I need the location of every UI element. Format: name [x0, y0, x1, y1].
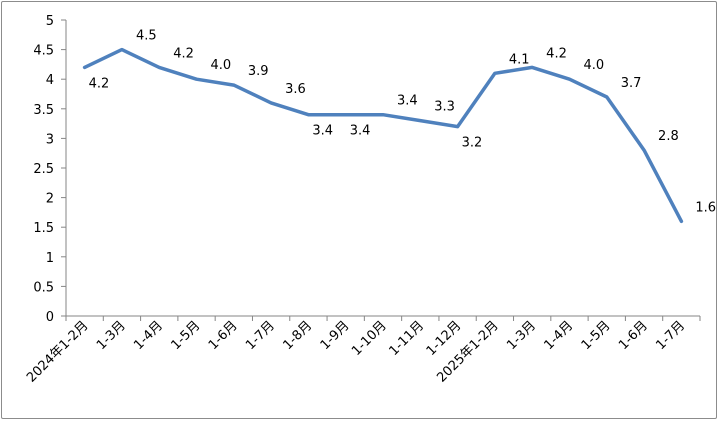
data-label: 3.4 [397, 94, 418, 109]
series [82, 47, 684, 224]
data-label: 3.6 [285, 82, 306, 97]
y-tick-label: 2 [46, 192, 54, 207]
y-tick-label: 3.5 [33, 103, 54, 118]
x-tick-label: 1-8月 [280, 318, 315, 353]
data-label: 3.4 [312, 124, 333, 139]
x-tick-label: 1-6月 [206, 318, 241, 353]
data-label: 4.0 [211, 58, 232, 73]
x-tick-label: 1-4月 [131, 318, 166, 353]
x-tick-label: 2024年1-2月 [24, 318, 91, 385]
axes [65, 20, 700, 317]
data-label: 4.2 [173, 46, 194, 61]
data-label: 2.8 [658, 129, 679, 144]
y-tick-label: 3 [46, 132, 54, 147]
y-tick-label: 0 [46, 310, 54, 325]
y-tick-label: 4.5 [33, 44, 54, 59]
x-tick-label: 1-5月 [169, 318, 204, 353]
data-label: 4.1 [509, 52, 530, 67]
x-tick-label: 1-10月 [349, 318, 390, 359]
data-label: 3.4 [350, 124, 371, 139]
series-line [82, 47, 684, 224]
data-label: 3.3 [434, 100, 455, 115]
x-tick-label: 1-5月 [579, 318, 614, 353]
data-label: 3.2 [462, 136, 483, 151]
y-tick-label: 0.5 [33, 280, 54, 295]
data-label: 4.2 [546, 46, 567, 61]
x-tick-label: 1-3月 [94, 318, 129, 353]
x-tick-label: 1-6月 [616, 318, 651, 353]
x-tick-label: 1-11月 [386, 318, 427, 359]
data-label: 1.6 [695, 200, 716, 215]
y-tick-label: 1 [46, 251, 54, 266]
x-axis-ticks: 2024年1-2月 1-3月 1-4月 1-5月 1-6月 1-7月 1-8月 1-9月1-1… [24, 316, 701, 386]
y-tick-label: 2.5 [33, 162, 54, 177]
x-tick-label: 1-7月 [653, 318, 688, 353]
data-label: 4.0 [583, 58, 604, 73]
x-tick-label: 1-3月 [504, 318, 539, 353]
data-labels: 4.2 4.5 4.2 4.0 3.9 3.6 3.4 3.4 3.4 3.3 3.2 4.1 4.2 4… [89, 29, 716, 216]
data-label: 3.9 [248, 64, 269, 79]
y-tick-label: 1.5 [33, 221, 54, 236]
x-tick-label: 1-4月 [541, 318, 576, 353]
x-tick-label: 1-9月 [318, 318, 353, 353]
x-tick-label: 1-7月 [243, 318, 278, 353]
data-label: 3.7 [621, 76, 642, 91]
data-label: 4.5 [136, 29, 157, 44]
data-label: 4.2 [89, 76, 110, 91]
y-axis-ticks: 0 0.5 1 1.5 2 2.5 3 3.5 4 4.5 5 [33, 14, 66, 325]
y-tick-label: 5 [46, 14, 54, 29]
y-tick-label: 4 [46, 73, 54, 88]
